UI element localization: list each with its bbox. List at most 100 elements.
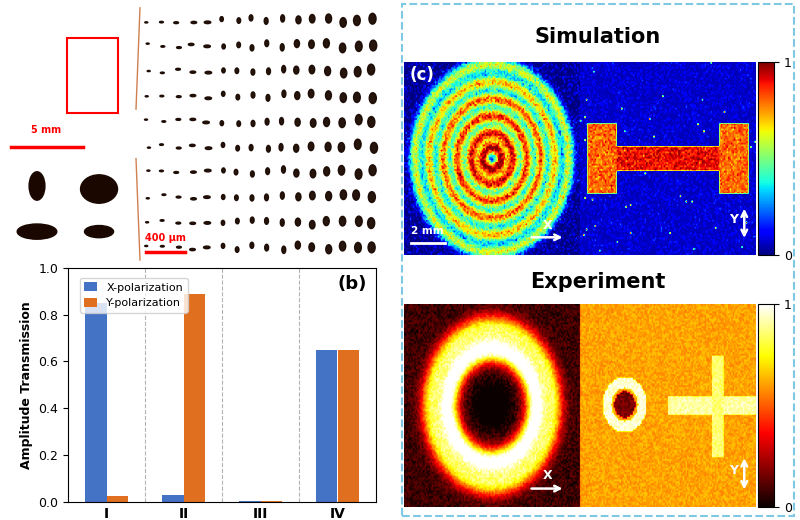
Ellipse shape (370, 142, 378, 153)
Ellipse shape (250, 45, 254, 51)
Ellipse shape (190, 249, 195, 251)
Ellipse shape (294, 145, 298, 152)
Ellipse shape (279, 144, 283, 151)
Ellipse shape (340, 18, 346, 27)
Ellipse shape (177, 47, 182, 48)
Text: (a): (a) (346, 25, 370, 41)
Ellipse shape (222, 220, 225, 225)
Ellipse shape (235, 68, 238, 73)
Ellipse shape (204, 196, 210, 199)
Ellipse shape (295, 218, 301, 226)
Ellipse shape (266, 146, 270, 152)
Ellipse shape (190, 118, 196, 121)
Ellipse shape (353, 190, 359, 200)
Ellipse shape (354, 67, 361, 77)
Text: Y: Y (730, 213, 738, 226)
Ellipse shape (294, 40, 299, 47)
Ellipse shape (280, 192, 284, 199)
Text: 400 μm: 400 μm (145, 233, 186, 243)
Ellipse shape (324, 167, 330, 176)
Text: Experiment: Experiment (530, 272, 666, 292)
Ellipse shape (85, 226, 114, 238)
Ellipse shape (222, 194, 225, 200)
Ellipse shape (368, 192, 375, 202)
Ellipse shape (296, 193, 301, 201)
Y-axis label: Amplitude Transmission: Amplitude Transmission (20, 301, 33, 469)
Ellipse shape (236, 94, 240, 100)
Ellipse shape (176, 119, 181, 121)
Ellipse shape (250, 217, 254, 223)
Ellipse shape (294, 92, 300, 99)
Ellipse shape (146, 198, 150, 199)
Ellipse shape (266, 68, 270, 74)
Ellipse shape (174, 22, 178, 23)
Ellipse shape (222, 44, 226, 49)
Text: (b): (b) (338, 275, 366, 293)
Ellipse shape (159, 21, 163, 23)
Text: III: III (18, 207, 28, 217)
Ellipse shape (162, 121, 166, 122)
Ellipse shape (282, 90, 286, 97)
Ellipse shape (190, 71, 196, 73)
Ellipse shape (355, 41, 362, 51)
Ellipse shape (204, 45, 210, 48)
Ellipse shape (237, 42, 241, 48)
Ellipse shape (339, 216, 346, 226)
Text: X: X (543, 470, 553, 483)
Ellipse shape (203, 121, 210, 124)
Ellipse shape (308, 142, 314, 151)
Ellipse shape (266, 95, 270, 101)
Ellipse shape (190, 144, 195, 147)
Ellipse shape (296, 16, 301, 24)
Ellipse shape (281, 15, 285, 22)
Legend: X-polarization, Y-polarization: X-polarization, Y-polarization (80, 278, 187, 313)
Ellipse shape (176, 222, 181, 224)
Text: 5 mm: 5 mm (31, 125, 62, 135)
Ellipse shape (325, 142, 331, 151)
Ellipse shape (250, 145, 253, 151)
Ellipse shape (338, 165, 345, 175)
Ellipse shape (190, 222, 195, 225)
Ellipse shape (145, 119, 147, 120)
Ellipse shape (355, 216, 362, 226)
Ellipse shape (204, 21, 210, 23)
Ellipse shape (354, 242, 362, 253)
Ellipse shape (323, 216, 330, 226)
Ellipse shape (249, 15, 253, 21)
Ellipse shape (280, 44, 284, 51)
Ellipse shape (251, 121, 255, 126)
Ellipse shape (174, 172, 178, 173)
Ellipse shape (339, 43, 346, 53)
Bar (239, 501, 261, 502)
Ellipse shape (160, 245, 164, 247)
Ellipse shape (145, 245, 148, 246)
Ellipse shape (18, 224, 57, 239)
Ellipse shape (265, 194, 269, 201)
Ellipse shape (354, 139, 361, 149)
Ellipse shape (340, 93, 346, 102)
Ellipse shape (282, 166, 286, 173)
Bar (261, 501, 282, 502)
Ellipse shape (265, 244, 269, 251)
Ellipse shape (251, 69, 254, 75)
Ellipse shape (279, 118, 283, 125)
Ellipse shape (237, 121, 241, 126)
Text: Y: Y (730, 464, 738, 477)
Ellipse shape (310, 220, 315, 229)
Text: 2 mm: 2 mm (411, 226, 444, 236)
Ellipse shape (325, 67, 330, 75)
Ellipse shape (323, 39, 330, 48)
Text: Simulation: Simulation (534, 27, 661, 47)
Ellipse shape (177, 246, 182, 248)
Ellipse shape (29, 172, 45, 200)
Ellipse shape (176, 96, 181, 98)
Ellipse shape (266, 168, 270, 175)
Ellipse shape (265, 119, 269, 125)
Ellipse shape (160, 219, 164, 221)
Ellipse shape (220, 17, 223, 21)
Ellipse shape (355, 114, 362, 125)
Text: X: X (543, 218, 553, 231)
Ellipse shape (236, 146, 239, 151)
Ellipse shape (294, 169, 299, 177)
Ellipse shape (220, 121, 223, 126)
